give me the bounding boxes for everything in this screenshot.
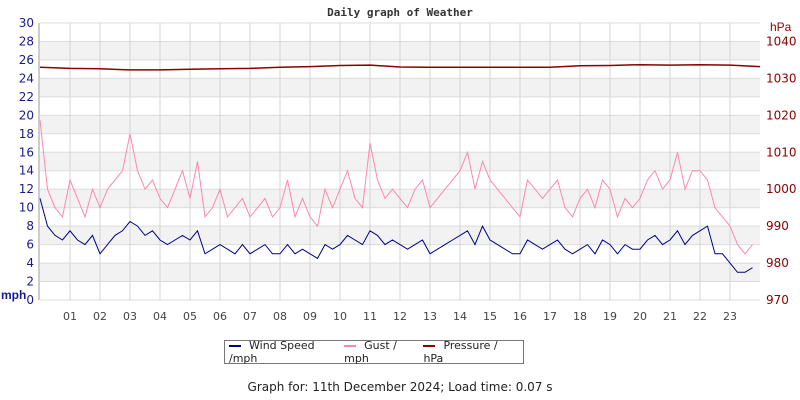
x-tick-label: 18: [573, 310, 587, 323]
x-tick-label: 03: [123, 310, 137, 323]
x-tick-label: 04: [153, 310, 167, 323]
x-tick-label: 12: [393, 310, 407, 323]
legend-item-pressure: Pressure / hPa: [423, 339, 519, 365]
legend: Wind Speed /mph Gust / mph Pressure / hP…: [224, 339, 524, 365]
wind-swatch: [229, 345, 241, 347]
left-tick-label: 10: [19, 201, 34, 215]
right-tick-label: 1040: [766, 34, 797, 48]
right-tick-label: 1030: [766, 71, 797, 85]
legend-label-gust: Gust / mph: [344, 339, 397, 365]
gust-swatch: [344, 345, 357, 347]
x-tick-label: 17: [543, 310, 557, 323]
x-tick-label: 08: [273, 310, 287, 323]
left-tick-label: 4: [26, 256, 34, 270]
left-tick-label: 16: [19, 145, 34, 159]
left-tick-label: 30: [19, 16, 34, 30]
left-tick-label: 24: [19, 71, 34, 85]
left-tick-label: 28: [19, 34, 34, 48]
left-axis-unit: mph: [1, 288, 26, 302]
series-line-wind: [39, 198, 753, 273]
x-tick-label: 06: [213, 310, 227, 323]
footer-info: Graph for: 11th December 2024; Load time…: [247, 380, 553, 394]
left-tick-label: 18: [19, 127, 34, 141]
x-tick-label: 02: [93, 310, 107, 323]
left-tick-label: 22: [19, 90, 34, 104]
left-tick-label: 20: [19, 108, 34, 122]
left-tick-label: 2: [26, 275, 34, 289]
x-tick-label: 10: [333, 310, 347, 323]
right-tick-label: 1010: [766, 145, 797, 159]
left-tick-label: 26: [19, 53, 34, 67]
x-tick-label: 15: [483, 310, 497, 323]
x-tick-label: 05: [183, 310, 197, 323]
right-axis-unit: hPa: [770, 20, 792, 34]
left-tick-label: 8: [26, 219, 34, 233]
right-tick-label: 980: [766, 256, 789, 270]
x-tick-label: 23: [723, 310, 737, 323]
x-tick-label: 13: [423, 310, 437, 323]
legend-item-gust: Gust / mph: [344, 339, 423, 365]
left-tick-label: 6: [26, 238, 34, 252]
right-tick-label: 970: [766, 293, 789, 307]
x-tick-label: 19: [603, 310, 617, 323]
x-tick-label: 20: [633, 310, 647, 323]
legend-item-wind: Wind Speed /mph: [229, 339, 344, 365]
x-tick-label: 22: [693, 310, 707, 323]
right-tick-label: 990: [766, 219, 789, 233]
legend-label-wind: Wind Speed /mph: [229, 339, 315, 365]
right-tick-label: 1000: [766, 182, 797, 196]
x-tick-label: 09: [303, 310, 317, 323]
chart-title: Daily graph of Weather: [327, 6, 473, 19]
left-tick-label: 0: [26, 293, 34, 307]
x-tick-label: 11: [363, 310, 377, 323]
x-tick-label: 21: [663, 310, 677, 323]
x-tick-label: 16: [513, 310, 527, 323]
x-tick-label: 07: [243, 310, 257, 323]
legend-label-pressure: Pressure / hPa: [423, 339, 498, 365]
x-tick-label: 14: [453, 310, 467, 323]
pressure-swatch: [423, 345, 436, 347]
left-tick-label: 12: [19, 182, 34, 196]
right-tick-label: 1020: [766, 108, 797, 122]
series-line-pressure: [39, 63, 761, 71]
weather-chart: Daily graph of Weather 02468101214161820…: [1, 6, 797, 323]
series-line-gust: [39, 119, 753, 255]
left-tick-label: 14: [19, 164, 34, 178]
x-tick-label: 01: [63, 310, 77, 323]
